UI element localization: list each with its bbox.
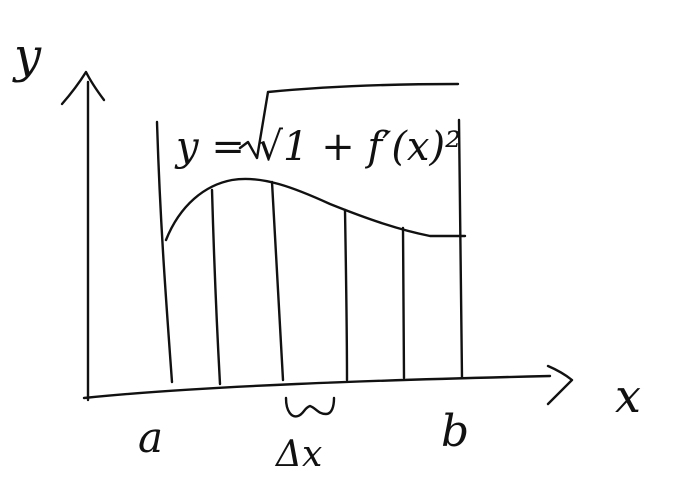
delta-x-brace (284, 396, 336, 418)
upper-bound-label: b (441, 406, 469, 457)
y-axis-arrowhead (60, 70, 106, 106)
partition-line-3 (343, 208, 349, 382)
radical-sign (238, 82, 460, 160)
partition-line-a (155, 120, 174, 384)
x-axis-arrowhead (546, 364, 574, 406)
delta-x-label: Δx (274, 434, 322, 475)
partition-line-b (457, 118, 464, 380)
x-axis-label: x (615, 369, 641, 423)
y-axis-label: y (12, 28, 42, 84)
integrand-equation: y = √1 + f′(x)² (174, 124, 461, 170)
lower-bound-label: a (138, 413, 163, 462)
partition-line-4 (401, 226, 406, 380)
partition-line-2 (270, 180, 285, 382)
function-curve (164, 177, 467, 242)
partition-line-1 (210, 188, 222, 386)
x-axis-line (82, 374, 552, 400)
